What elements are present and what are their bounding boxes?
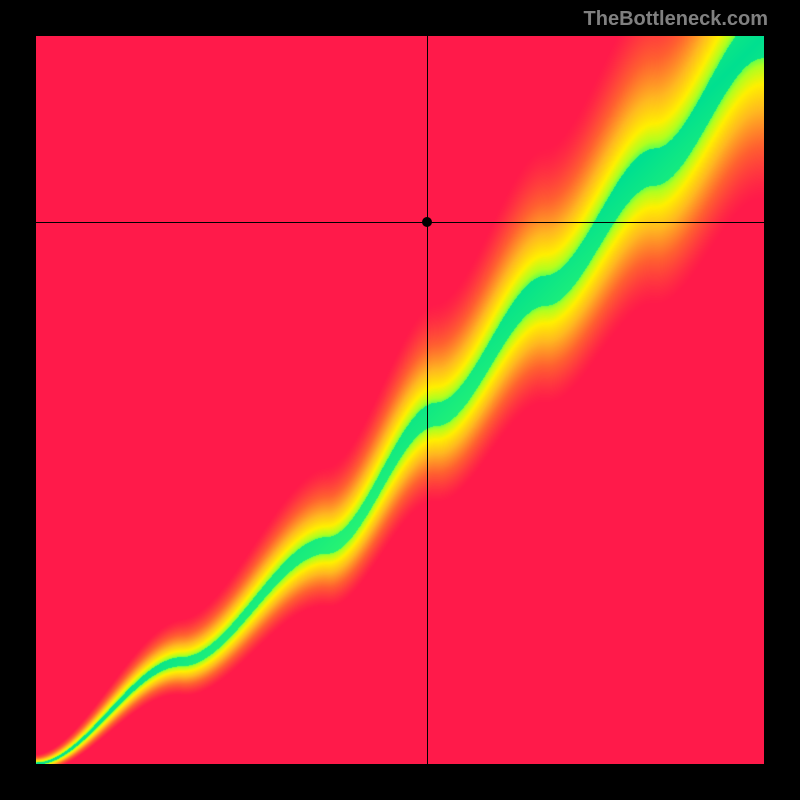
crosshair-horizontal (36, 222, 764, 223)
data-point-marker (422, 217, 432, 227)
heatmap-chart (36, 36, 764, 764)
crosshair-vertical (427, 36, 428, 764)
watermark-text: TheBottleneck.com (584, 8, 768, 31)
heatmap-canvas (36, 36, 764, 764)
